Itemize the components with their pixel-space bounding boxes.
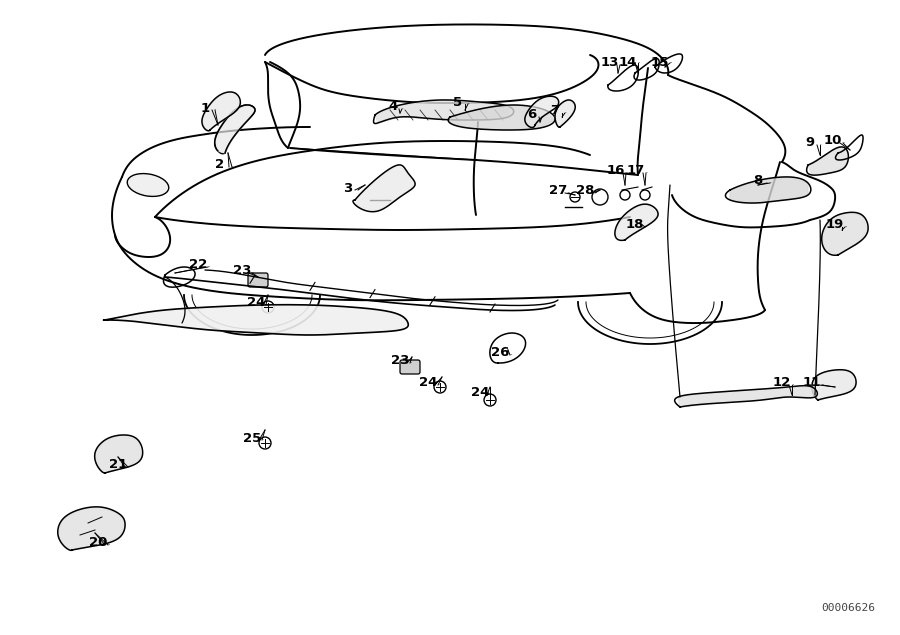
Text: 13: 13 [601,57,619,69]
Text: 1: 1 [201,102,210,114]
Polygon shape [822,213,868,255]
Text: 24: 24 [418,377,437,389]
Text: 2—: 2— [232,166,234,167]
Text: —25: —25 [262,439,266,440]
Text: 4—: 4— [402,108,404,109]
Text: —23: —23 [410,362,413,363]
Text: 15: 15 [651,57,669,69]
Text: 16: 16 [607,164,625,178]
Ellipse shape [127,173,169,196]
Text: 12—: 12— [792,384,795,385]
Polygon shape [730,177,808,203]
Text: 00006626: 00006626 [821,603,875,613]
Text: —24: —24 [438,384,441,385]
Text: 24—: 24— [490,394,493,395]
Polygon shape [812,370,855,400]
Text: 18: 18 [626,218,644,232]
Text: —24: —24 [266,304,269,305]
Text: 5: 5 [454,95,463,109]
Text: 9: 9 [806,137,814,149]
Text: 14: 14 [619,57,637,69]
Text: 23: 23 [233,265,251,277]
Text: 14—: 14— [638,62,641,63]
Polygon shape [615,205,658,240]
Polygon shape [215,105,255,153]
Text: 19—: 19— [845,226,848,227]
Text: 9—: 9— [820,144,823,145]
Text: —27: —27 [568,192,572,193]
Polygon shape [555,100,575,127]
Polygon shape [525,97,558,127]
Polygon shape [678,387,815,407]
Text: 11: 11 [803,377,821,389]
Text: 22—: 22— [208,266,211,267]
Text: —1: —1 [215,109,217,110]
Text: 16—: 16— [626,172,629,173]
Text: 20—: 20— [108,544,111,545]
Polygon shape [375,100,510,123]
Text: 13—: 13— [620,64,623,65]
Text: 28: 28 [576,185,594,197]
Polygon shape [808,147,848,175]
Text: 2: 2 [215,159,225,171]
Polygon shape [95,435,142,473]
Polygon shape [105,305,408,335]
Text: 7—: 7— [565,112,567,113]
Text: 3: 3 [344,182,353,194]
Text: 17—: 17— [646,172,649,173]
FancyBboxPatch shape [248,273,268,287]
Text: —3: —3 [358,189,360,190]
Text: 12: 12 [773,377,791,389]
Text: 10: 10 [824,135,842,147]
Text: 15—: 15— [670,62,673,63]
Text: —28: —28 [595,192,598,193]
Text: —11: —11 [822,384,825,385]
Text: 18—: 18— [645,226,648,227]
Text: 26—: 26— [510,354,513,355]
Text: 6: 6 [527,109,536,121]
Text: 6—: 6— [542,116,544,117]
Text: 8: 8 [753,175,762,187]
Text: 25: 25 [243,432,261,444]
Text: —10: —10 [843,142,846,143]
Text: 20: 20 [89,537,107,549]
Text: 27: 27 [549,185,567,197]
Text: 24: 24 [471,387,490,399]
Text: —23: —23 [252,272,255,273]
Text: 23: 23 [391,354,410,368]
Polygon shape [202,93,240,130]
Text: 17: 17 [627,164,645,178]
Text: 22: 22 [189,258,207,272]
Polygon shape [450,105,555,130]
Text: 21—: 21— [128,466,131,467]
Text: 5—: 5— [468,103,470,104]
FancyBboxPatch shape [400,360,420,374]
Text: 8—: 8— [770,182,772,183]
Text: 7: 7 [551,105,560,117]
Text: 19: 19 [826,218,844,232]
Text: 26: 26 [491,347,509,359]
Text: 24: 24 [247,297,266,309]
Text: 4: 4 [389,100,398,114]
Text: 21: 21 [109,458,127,472]
Polygon shape [355,165,415,211]
Polygon shape [58,507,125,550]
